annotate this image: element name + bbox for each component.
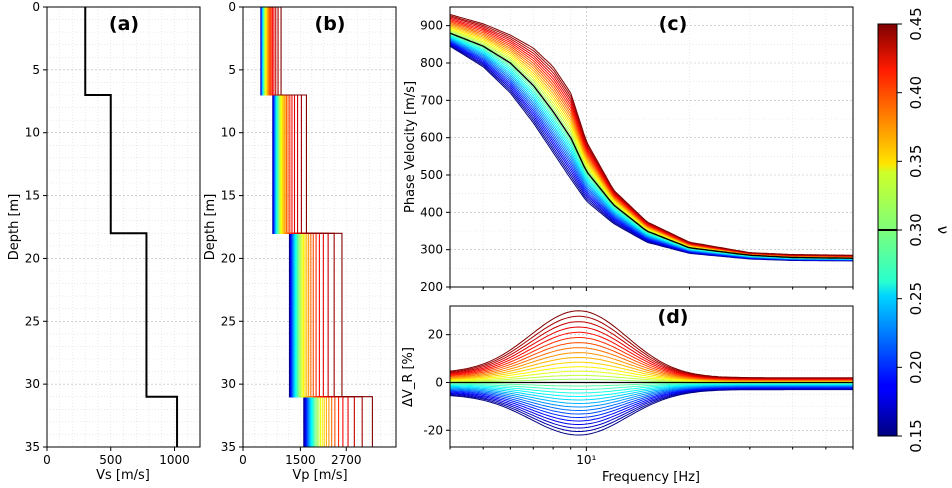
ytick-label-c: 800 [420, 56, 443, 70]
ytick-label-a: 0 [32, 0, 40, 14]
ytick-label-c: 200 [420, 280, 443, 294]
ytick-label-b: 20 [221, 251, 236, 265]
ylabel-d: ΔV_R [%] [401, 347, 416, 407]
xtick-label-b: 0 [239, 453, 247, 467]
xtick-label-b: 2700 [331, 453, 362, 467]
colorbar-ticks: 0.15 0.20 0.25 0.30 0.35 0.40 0.45 [878, 7, 925, 453]
axes-frame-d [449, 305, 854, 448]
axes-frame-c [449, 6, 854, 288]
xtick-label-a: 500 [99, 453, 122, 467]
ytick-label-c: 400 [420, 205, 443, 219]
xtick-label-b: 1500 [285, 453, 316, 467]
colorbar-tick-label: 0.25 [907, 282, 925, 315]
panel-label-b: (b) [315, 13, 346, 35]
colorbar-tick-label: 0.45 [907, 7, 925, 40]
ytick-label-b: 25 [221, 314, 236, 328]
dispersion-curve [450, 25, 853, 258]
ytick-label-c: 500 [420, 168, 443, 182]
colorbar-label: ν [934, 226, 952, 234]
ytick-label-a: 10 [25, 126, 40, 140]
ytick-label-d: 0 [435, 375, 443, 389]
ytick-label-c: 300 [420, 243, 443, 257]
xtick-label-a: 1000 [159, 453, 190, 467]
ytick-label-c: 900 [420, 19, 443, 33]
ylabel-a: Depth [m] [7, 194, 22, 261]
ytick-label-a: 15 [25, 189, 40, 203]
ytick-label-b: 10 [221, 126, 236, 140]
vs-profile-line [84, 7, 179, 447]
panel-c [450, 7, 853, 287]
panel-d [450, 306, 853, 447]
colorbar-tick-label: 0.15 [907, 419, 925, 452]
xtick-label-a: 0 [43, 453, 51, 467]
xlabel-b: Vp [m/s] [292, 468, 347, 483]
axes-frame-b [242, 6, 397, 448]
ytick-label-d: -20 [423, 423, 443, 437]
xlabel-a: Vs [m/s] [96, 468, 150, 483]
ytick-label-b: 0 [228, 0, 236, 14]
xtick-label-d: 10¹ [576, 453, 596, 467]
panel-b [243, 7, 396, 447]
ylabel-c: Phase Velocity [m/s] [403, 81, 418, 213]
ytick-label-a: 20 [25, 251, 40, 265]
colorbar-tick-label: 0.20 [907, 351, 925, 384]
colorbar-tick-label: 0.30 [907, 213, 925, 246]
ytick-label-b: 35 [221, 440, 236, 454]
ytick-label-d: 20 [428, 328, 443, 342]
xlabel-d: Frequency [Hz] [602, 470, 700, 485]
ytick-label-c: 700 [420, 93, 443, 107]
difference-curve [450, 310, 853, 379]
colorbar-tick-label: 0.35 [907, 145, 925, 178]
reference-curve [450, 32, 853, 259]
ytick-label-a: 30 [25, 377, 40, 391]
ytick-label-c: 600 [420, 131, 443, 145]
panel-a [47, 7, 200, 447]
dispersion-curve [450, 14, 853, 256]
ytick-label-b: 5 [228, 63, 236, 77]
vp-profile-line [280, 7, 373, 447]
axes-frame-a [46, 6, 201, 448]
colorbar-tick-label: 0.40 [907, 76, 925, 109]
panel-label-d: (d) [658, 306, 689, 328]
ytick-label-a: 25 [25, 314, 40, 328]
ylabel-b: Depth [m] [203, 194, 218, 261]
ytick-label-a: 5 [32, 63, 40, 77]
ytick-label-b: 30 [221, 377, 236, 391]
panel-label-c: (c) [659, 13, 688, 35]
ytick-label-b: 15 [221, 189, 236, 203]
ytick-label-a: 35 [25, 440, 40, 454]
panel-label-a: (a) [109, 13, 139, 35]
